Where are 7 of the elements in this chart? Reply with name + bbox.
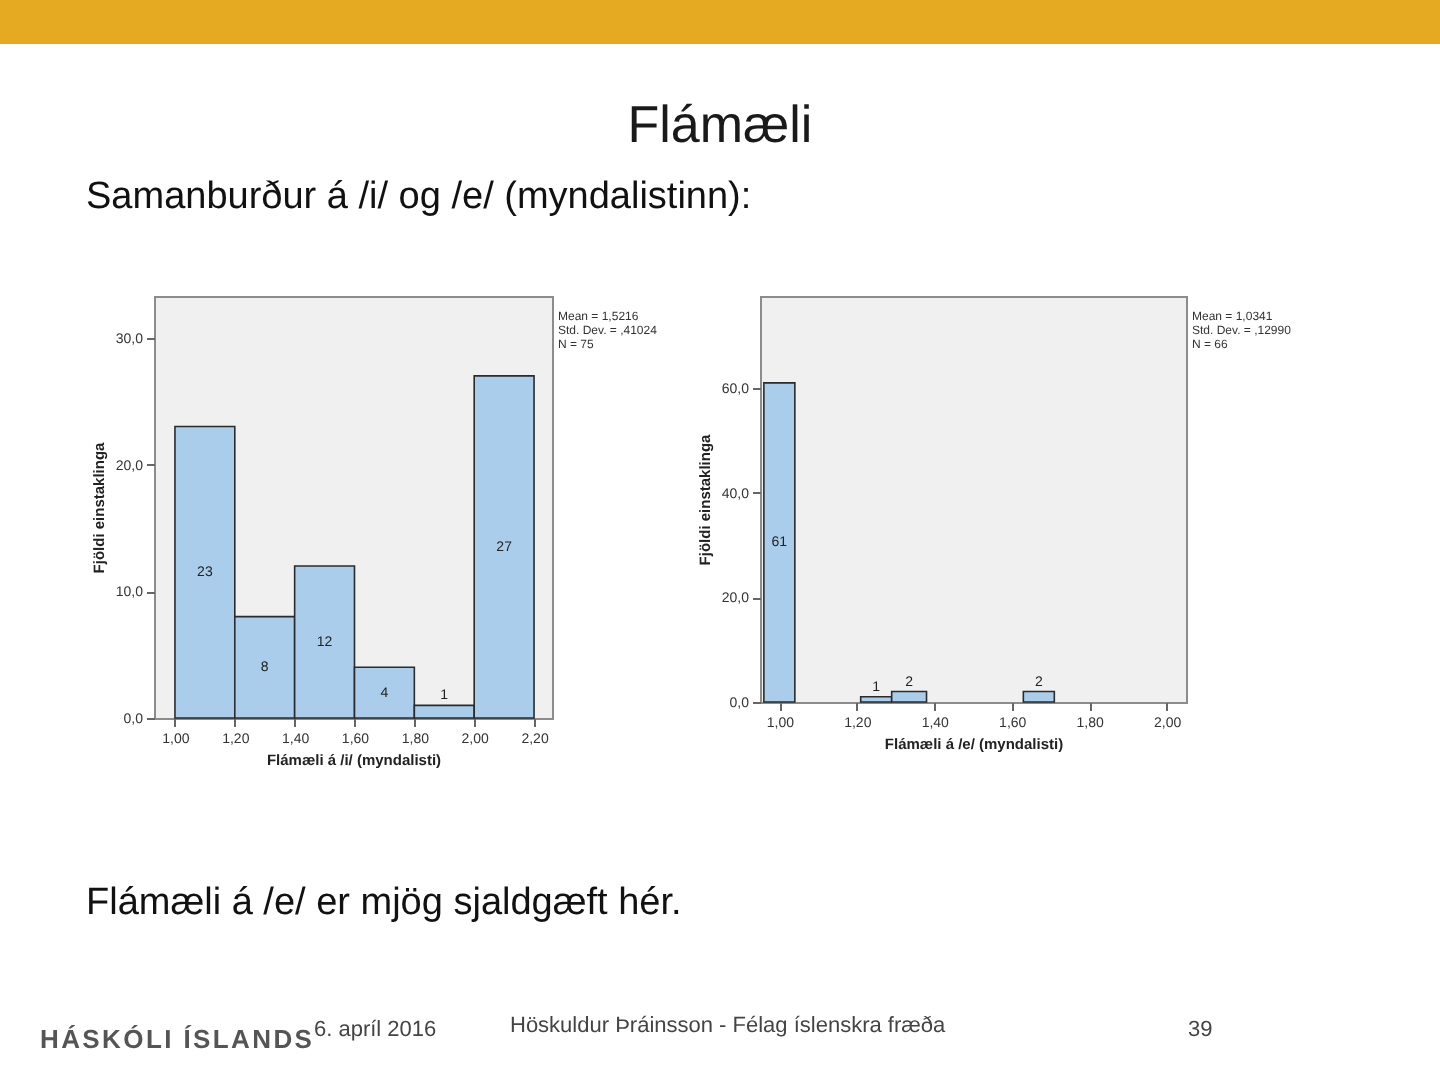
text: Flámæli á /e/ er mjög sjaldgæft hér. — [86, 882, 682, 926]
text: 6. apríl 2016 — [314, 1018, 437, 1042]
text: Samanburður á /i/ og /e/ (myndalistinn): — [86, 176, 752, 220]
text: 39 — [1188, 1018, 1213, 1042]
text: Flámæli — [625, 94, 815, 156]
text: HÁSKÓLI ÍSLANDS — [40, 1024, 315, 1054]
text: Höskuldur Þráinsson - Félag íslenskra fræða — [510, 1014, 946, 1038]
